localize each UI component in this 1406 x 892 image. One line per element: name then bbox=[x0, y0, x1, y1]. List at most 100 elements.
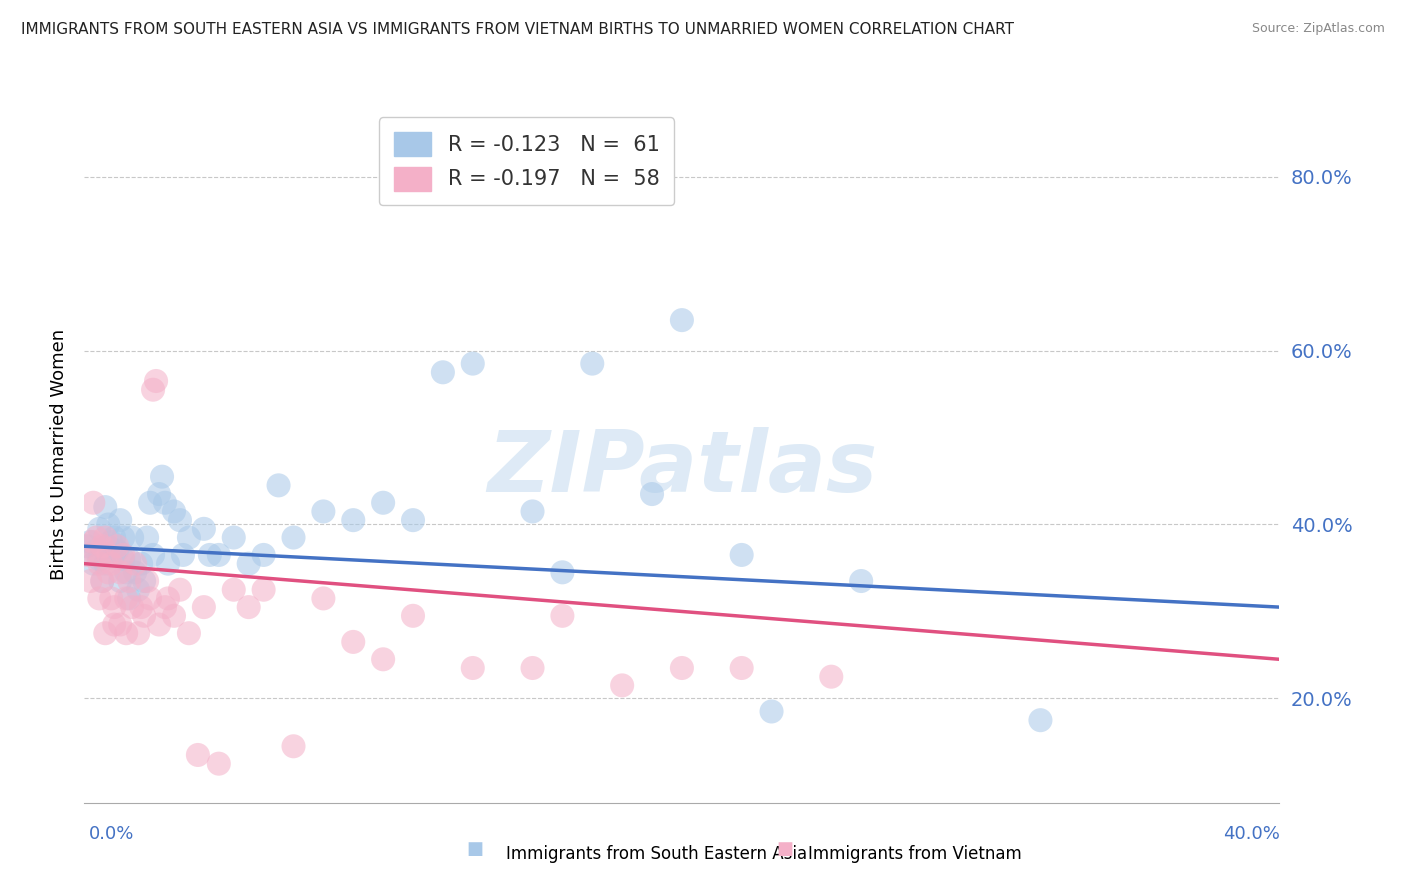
Point bbox=[142, 383, 165, 397]
Point bbox=[94, 557, 117, 571]
Point bbox=[145, 374, 167, 388]
Point bbox=[1029, 713, 1052, 727]
Point bbox=[82, 496, 104, 510]
Point bbox=[132, 608, 156, 623]
Point bbox=[129, 557, 152, 571]
Point bbox=[342, 513, 364, 527]
Text: 0.0%: 0.0% bbox=[89, 825, 134, 843]
Point bbox=[208, 756, 231, 771]
Point bbox=[150, 469, 173, 483]
Point bbox=[342, 635, 364, 649]
Point bbox=[371, 652, 394, 666]
Point bbox=[100, 557, 122, 571]
Point bbox=[86, 531, 108, 545]
Text: Immigrants from South Eastern Asia: Immigrants from South Eastern Asia bbox=[506, 846, 807, 863]
Point bbox=[82, 534, 104, 549]
Point bbox=[94, 626, 117, 640]
Point bbox=[551, 608, 574, 623]
Point bbox=[86, 548, 108, 562]
Text: 40.0%: 40.0% bbox=[1223, 825, 1279, 843]
Point bbox=[222, 582, 245, 597]
Point bbox=[142, 548, 165, 562]
Point bbox=[121, 531, 143, 545]
Point bbox=[89, 591, 111, 606]
Point bbox=[522, 661, 544, 675]
Text: IMMIGRANTS FROM SOUTH EASTERN ASIA VS IMMIGRANTS FROM VIETNAM BIRTHS TO UNMARRIE: IMMIGRANTS FROM SOUTH EASTERN ASIA VS IM… bbox=[21, 22, 1014, 37]
Point bbox=[731, 548, 754, 562]
Point bbox=[163, 504, 186, 518]
Point bbox=[100, 534, 122, 549]
Point bbox=[121, 600, 143, 615]
Point bbox=[283, 531, 305, 545]
Point bbox=[115, 626, 138, 640]
Point bbox=[110, 566, 132, 580]
Point bbox=[312, 504, 335, 518]
Point bbox=[177, 626, 200, 640]
Point bbox=[91, 539, 114, 553]
Point bbox=[136, 531, 159, 545]
Point bbox=[132, 574, 156, 588]
Point bbox=[402, 513, 425, 527]
Point bbox=[238, 600, 260, 615]
Point bbox=[110, 574, 132, 588]
Point bbox=[97, 517, 120, 532]
Point bbox=[461, 661, 484, 675]
Point bbox=[105, 543, 128, 558]
Point bbox=[129, 600, 152, 615]
Point bbox=[371, 496, 394, 510]
Point bbox=[169, 582, 191, 597]
Point bbox=[76, 539, 98, 553]
Point bbox=[97, 548, 120, 562]
Point bbox=[238, 557, 260, 571]
Point bbox=[610, 678, 633, 692]
Y-axis label: Births to Unmarried Women: Births to Unmarried Women bbox=[49, 329, 67, 581]
Point bbox=[139, 496, 162, 510]
Point bbox=[136, 574, 159, 588]
Text: Source: ZipAtlas.com: Source: ZipAtlas.com bbox=[1251, 22, 1385, 36]
Point bbox=[157, 591, 180, 606]
Point bbox=[148, 617, 170, 632]
Point bbox=[112, 552, 135, 566]
Point bbox=[94, 531, 117, 545]
Point bbox=[153, 600, 176, 615]
Point bbox=[153, 496, 176, 510]
Point bbox=[97, 566, 120, 580]
Text: ■: ■ bbox=[776, 840, 793, 858]
Point bbox=[169, 513, 191, 527]
Point bbox=[127, 626, 149, 640]
Point bbox=[127, 582, 149, 597]
Point bbox=[118, 591, 141, 606]
Point bbox=[139, 591, 162, 606]
Point bbox=[86, 543, 108, 558]
Point bbox=[124, 557, 146, 571]
Point bbox=[222, 531, 245, 545]
Point bbox=[283, 739, 305, 754]
Point bbox=[103, 617, 125, 632]
Point bbox=[172, 548, 194, 562]
Point bbox=[112, 548, 135, 562]
Point bbox=[671, 313, 693, 327]
Point bbox=[253, 548, 276, 562]
Point bbox=[522, 504, 544, 518]
Point bbox=[76, 548, 98, 562]
Point bbox=[110, 513, 132, 527]
Point bbox=[208, 548, 231, 562]
Text: ZIPatlas: ZIPatlas bbox=[486, 427, 877, 510]
Point bbox=[105, 539, 128, 553]
Point bbox=[82, 557, 104, 571]
Point bbox=[100, 591, 122, 606]
Point bbox=[79, 574, 101, 588]
Point bbox=[118, 574, 141, 588]
Point bbox=[551, 566, 574, 580]
Point bbox=[97, 539, 120, 553]
Point bbox=[103, 600, 125, 615]
Point bbox=[177, 531, 200, 545]
Point bbox=[187, 747, 209, 762]
Point bbox=[820, 670, 842, 684]
Point bbox=[402, 608, 425, 623]
Point bbox=[461, 357, 484, 371]
Point bbox=[193, 600, 215, 615]
Text: Immigrants from Vietnam: Immigrants from Vietnam bbox=[808, 846, 1022, 863]
Point bbox=[112, 531, 135, 545]
Point bbox=[115, 591, 138, 606]
